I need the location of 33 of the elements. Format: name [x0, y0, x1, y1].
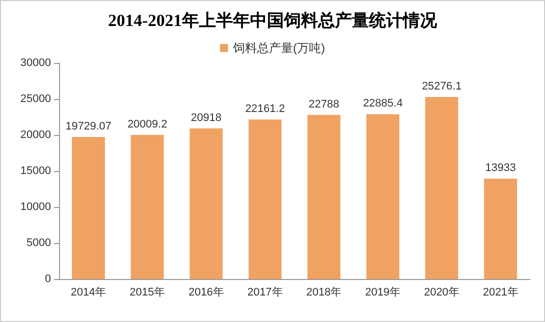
y-tick-label: 25000	[20, 93, 51, 105]
x-tick-label: 2016年	[188, 286, 224, 298]
y-tick-label: 15000	[20, 165, 51, 177]
y-tick-label: 30000	[20, 57, 51, 69]
data-label: 20918	[190, 112, 222, 124]
x-tick-label: 2019年	[365, 286, 401, 298]
data-label: 19729.07	[65, 120, 112, 132]
data-label: 22161.2	[245, 102, 285, 115]
chart-title: 2014-2021年上半年中国饲料总产量统计情况	[108, 11, 438, 30]
data-label: 13933	[485, 162, 516, 174]
data-label: 20009.2	[127, 118, 168, 130]
bar	[307, 114, 340, 279]
y-tick-label: 20000	[20, 129, 51, 141]
x-tick-label: 2017年	[247, 286, 283, 298]
legend-label: 饲料总产量(万吨)	[232, 41, 326, 55]
data-label: 22788	[308, 98, 340, 110]
data-label: 22885.4	[362, 98, 403, 110]
data-label: 25276.1	[422, 80, 462, 93]
bar	[190, 128, 223, 279]
x-tick-label: 2018年	[306, 286, 342, 298]
x-tick-label: 2020年	[424, 286, 460, 298]
bar	[425, 97, 458, 279]
x-tick-label: 2021年	[482, 286, 518, 298]
y-tick-label: 5000	[26, 237, 51, 249]
bar	[72, 136, 105, 279]
x-tick-label: 2015年	[130, 286, 166, 298]
y-tick-label: 10000	[20, 201, 51, 213]
x-tick-label: 2014年	[70, 286, 106, 298]
bar	[130, 134, 164, 279]
bar	[248, 119, 282, 279]
y-tick-label: 0	[44, 273, 51, 285]
bar	[484, 178, 518, 279]
bar	[366, 114, 400, 279]
